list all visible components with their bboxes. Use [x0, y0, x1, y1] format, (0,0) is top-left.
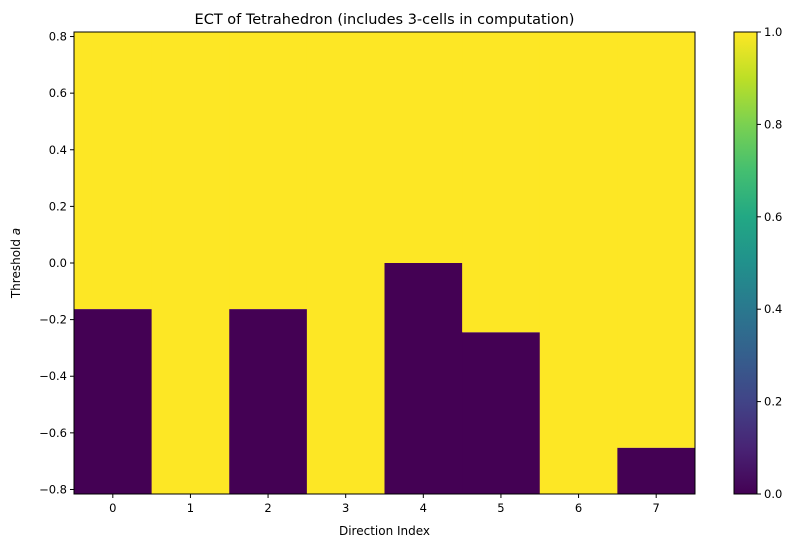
cell-dir-5-lower — [462, 332, 541, 494]
x-tick-label: 4 — [420, 501, 427, 515]
colorbar-tick-label: 0.8 — [764, 117, 782, 131]
x-tick-label: 0 — [109, 501, 116, 515]
y-tick-label: −0.8 — [39, 482, 67, 496]
cell-dir-2-upper — [229, 32, 308, 310]
colorbar-axis: 0.0 0.2 0.4 0.6 0.8 1.0 — [757, 25, 782, 501]
cell-dir-0-upper — [74, 32, 153, 310]
colorbar-tick-label: 0.2 — [764, 395, 782, 409]
cell-dir-7-upper — [617, 32, 696, 448]
chart-title: ECT of Tetrahedron (includes 3-cells in … — [195, 12, 575, 28]
x-tick-label: 3 — [342, 501, 349, 515]
cell-dir-4-lower — [384, 263, 463, 494]
cell-dir-6-upper — [539, 32, 618, 494]
cell-dir-5-upper — [462, 32, 541, 333]
y-tick-label: 0.6 — [49, 86, 67, 100]
x-tick-label: 5 — [497, 501, 504, 515]
y-tick-label: 0.8 — [49, 30, 67, 44]
cell-dir-2-lower — [229, 309, 308, 494]
cell-dir-0-lower — [74, 309, 153, 494]
x-tick-label: 6 — [575, 501, 582, 515]
y-tick-label: −0.6 — [39, 426, 67, 440]
cell-dir-3-upper — [306, 32, 385, 494]
y-axis: −0.8 −0.6 −0.4 −0.2 0.0 0.2 0.4 0.6 0.8 — [39, 30, 74, 496]
cell-dir-7-lower — [617, 447, 696, 494]
y-tick-label: 0.0 — [49, 256, 67, 270]
cell-dir-1-upper — [151, 32, 230, 494]
cell-dir-4-upper — [384, 32, 463, 263]
y-axis-label: Threshold a — [9, 228, 23, 299]
x-axis-label: Direction Index — [339, 524, 430, 538]
heatmap-cells — [74, 32, 696, 494]
y-tick-label: 0.2 — [49, 199, 67, 213]
y-axis-label-text: Threshold — [9, 235, 23, 299]
x-tick-label: 7 — [653, 501, 660, 515]
colorbar — [733, 31, 758, 495]
x-tick-label: 2 — [264, 501, 271, 515]
y-tick-label: −0.4 — [39, 369, 67, 383]
colorbar-tick-label: 0.0 — [764, 487, 782, 501]
colorbar-tick-label: 0.4 — [764, 302, 782, 316]
colorbar-tick-label: 0.6 — [764, 210, 782, 224]
y-tick-label: −0.2 — [39, 313, 67, 327]
x-tick-label: 1 — [187, 501, 194, 515]
y-tick-label: 0.4 — [49, 143, 67, 157]
x-axis: 0 1 2 3 4 5 6 7 — [109, 494, 660, 515]
y-axis-label-variable: a — [9, 228, 23, 235]
colorbar-tick-label: 1.0 — [764, 25, 782, 39]
